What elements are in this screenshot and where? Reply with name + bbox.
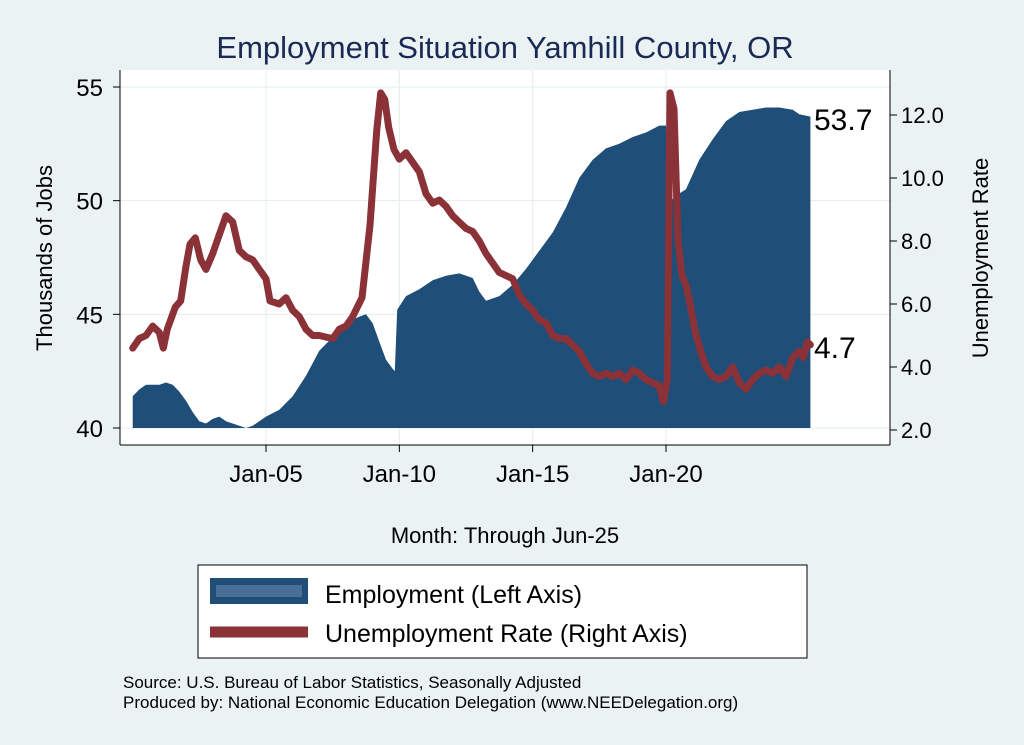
legend: Employment (Left Axis) Unemployment Rate… bbox=[197, 564, 808, 659]
x-tick-label-Jan-15: Jan-15 bbox=[496, 461, 569, 488]
tick-layer: 40 45 50 55 2.0 4.0 6.0 8.0 10.0 12.0 Jan-05 Jan-10… bbox=[76, 75, 944, 488]
legend-employment-swatch-inner bbox=[216, 585, 302, 597]
producer-note: Produced by: National Economic Education… bbox=[123, 693, 738, 712]
legend-unemployment-label: Unemployment Rate (Right Axis) bbox=[325, 620, 688, 648]
unemployment-line bbox=[129, 89, 814, 406]
right-tick-label-8.0: 8.0 bbox=[901, 229, 932, 254]
x-tick-label-Jan-10: Jan-10 bbox=[363, 461, 436, 488]
employment-end-label: 53.7 bbox=[814, 104, 872, 137]
employment-area bbox=[132, 107, 811, 428]
left-tick-label-50: 50 bbox=[76, 189, 103, 216]
unemployment-line-layer bbox=[129, 89, 814, 406]
right-tick-label-6.0: 6.0 bbox=[901, 292, 932, 317]
unemployment-end-label: 4.7 bbox=[814, 332, 856, 365]
x-axis-title: Month: Through Jun-25 bbox=[391, 523, 619, 548]
x-tick-label-Jan-05: Jan-05 bbox=[229, 461, 302, 488]
left-tick-label-40: 40 bbox=[76, 416, 103, 443]
source-note: Source: U.S. Bureau of Labor Statistics,… bbox=[123, 673, 581, 692]
right-tick-label-2.0: 2.0 bbox=[901, 418, 932, 443]
chart-title: Employment Situation Yamhill County, OR bbox=[216, 30, 793, 65]
right-tick-label-10.0: 10.0 bbox=[901, 166, 944, 191]
x-tick-label-Jan-20: Jan-20 bbox=[629, 461, 702, 488]
y-axis-left-title: Thousands of Jobs bbox=[32, 165, 57, 351]
left-tick-label-55: 55 bbox=[76, 75, 103, 102]
employment-area-layer bbox=[132, 107, 811, 428]
right-tick-label-12.0: 12.0 bbox=[901, 103, 944, 128]
left-tick-label-45: 45 bbox=[76, 302, 103, 329]
right-tick-label-4.0: 4.0 bbox=[901, 355, 932, 380]
legend-employment-label: Employment (Left Axis) bbox=[325, 581, 582, 609]
y-axis-right-title: Unemployment Rate bbox=[968, 158, 993, 359]
